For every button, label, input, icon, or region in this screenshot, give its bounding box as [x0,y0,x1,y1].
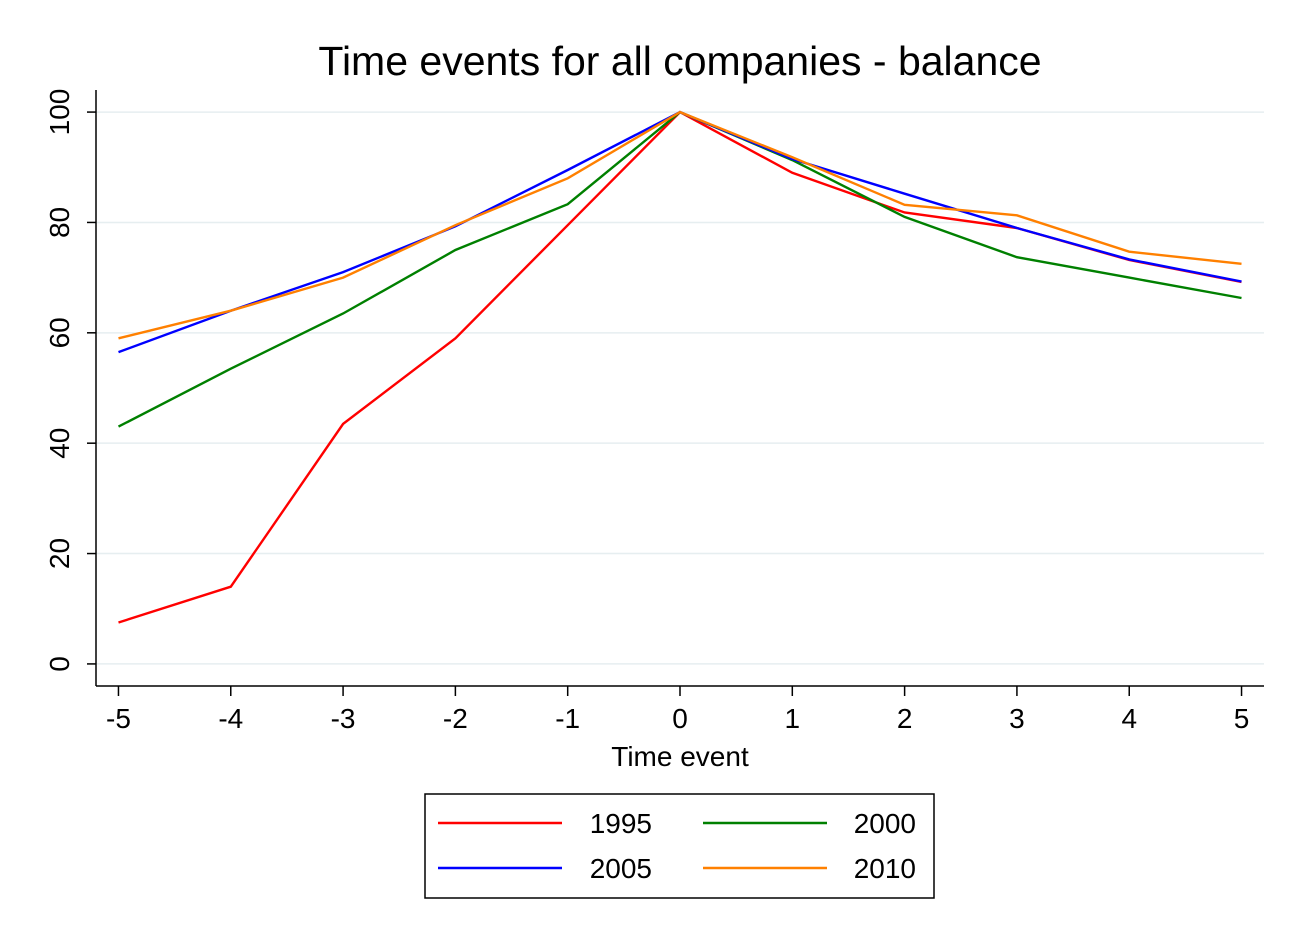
x-tick-label: 4 [1121,703,1137,734]
x-tick-label: -2 [443,703,468,734]
y-tick-label: 80 [44,207,75,238]
legend-label-2005: 2005 [590,853,652,884]
legend-label-1995: 1995 [590,808,652,839]
x-tick-label: 1 [785,703,801,734]
series-lines [117,110,1242,624]
x-tick-label: 0 [672,703,688,734]
legend-label-2000: 2000 [854,808,916,839]
chart-title: Time events for all companies - balance [318,38,1041,84]
y-tick-label: 60 [44,317,75,348]
x-tick-label: -4 [218,703,243,734]
y-tick-label: 100 [44,89,75,136]
legend-label-2010: 2010 [854,853,916,884]
x-tick-label: 5 [1234,703,1250,734]
y-tick-label: 40 [44,428,75,459]
x-tick-label: -1 [555,703,580,734]
x-axis-title: Time event [611,741,749,772]
y-tick-label: 20 [44,538,75,569]
y-tick-label: 0 [44,656,75,672]
series-line-2010 [118,110,1242,340]
legend: 1995 2000 2005 2010 [424,793,935,899]
x-tick-label: -3 [331,703,356,734]
x-tick-label: 3 [1009,703,1025,734]
axes: 0 20 40 60 80 100 -5 -4 -3 -2 -1 0 1 2 3 4 5 [44,89,1264,734]
x-tick-label: -5 [106,703,131,734]
x-tick-label: 2 [897,703,913,734]
legend-box [424,793,935,899]
